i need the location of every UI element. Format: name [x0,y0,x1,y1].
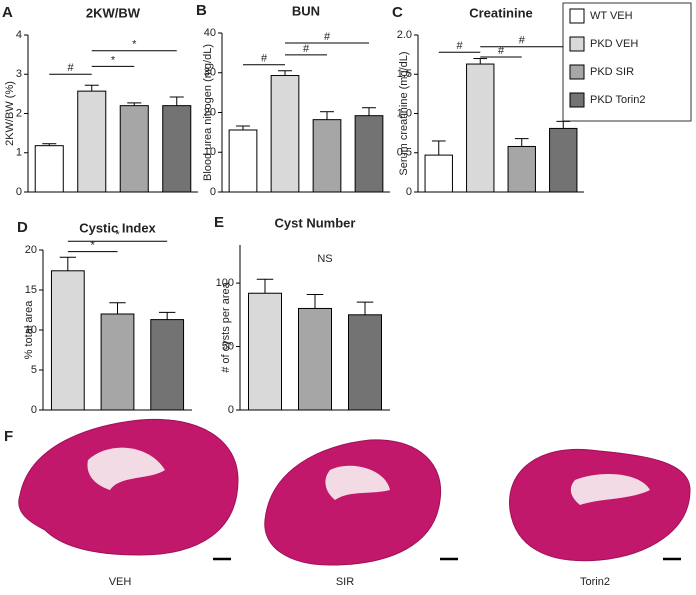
legend-swatch [569,64,585,80]
panel-letter: E [214,214,224,231]
bar [298,307,332,411]
bar [348,314,382,411]
y-tick-label: 4 [16,29,22,41]
chart-title: BUN [292,3,320,18]
bar [50,270,85,411]
bar [424,154,453,193]
significance-label: * [132,39,137,51]
bar [312,119,342,193]
y-tick-label: 1.5 [397,68,412,80]
kidney-torin2 [509,448,691,562]
kidney-hilum [325,465,390,500]
y-tick-label: 2 [16,107,22,119]
kidney-hilum [87,447,165,490]
y-tick-label: 0 [31,404,37,416]
bar [507,145,536,193]
y-tick-label: 1 [16,147,22,159]
y-tick-label: 10 [25,324,37,336]
bar [34,145,64,193]
significance-label: # [498,45,505,57]
significance-label: # [261,53,268,65]
significance-label: # [456,40,463,52]
bar [228,129,258,193]
bar [248,292,282,411]
panel-letter: D [17,219,28,236]
kidney-images [18,418,691,566]
chart-title: Cyst Number [275,215,356,230]
kidney-veh [18,418,239,556]
legend-swatch [569,8,585,24]
panel-letter: A [2,4,13,21]
y-tick-label: 3 [16,68,22,80]
bar [466,63,495,193]
y-tick-label: 50 [222,340,234,352]
y-axis-label: Serum creatinine (mg/dL) [398,51,410,175]
bar [270,75,300,193]
legend-swatch [569,36,585,52]
y-tick-label: 30 [204,67,216,79]
panel-letter: B [196,2,207,19]
y-axis-label: Blood urea nitrogen (mg/dL) [202,44,214,181]
y-axis-label: 2KW/BW (%) [4,81,16,146]
significance-label: # [519,35,526,47]
image-label: VEH [109,576,132,588]
chart-title: Cystic Index [79,220,156,235]
legend-label: PKD Torin2 [590,94,645,106]
legend-label: PKD VEH [590,38,638,50]
significance-label: * [111,54,116,66]
significance-label: # [303,43,310,55]
y-axis-label: % total area [23,300,35,360]
y-tick-label: 20 [204,106,216,118]
bar [549,127,578,193]
chart-title: Creatinine [469,5,533,20]
significance-label: * [115,229,120,241]
image-label: Torin2 [580,576,610,588]
y-tick-label: 40 [204,27,216,39]
y-tick-label: 0.5 [397,147,412,159]
y-tick-label: 10 [204,146,216,158]
legend-label: WT VEH [590,10,633,22]
y-tick-label: 0 [16,186,22,198]
bar [150,319,185,411]
bar [100,313,135,411]
significance-label: # [324,31,331,43]
kidney-sir [264,439,442,566]
y-tick-label: 5 [31,364,37,376]
legend-swatch [569,92,585,108]
y-tick-label: 0 [228,404,234,416]
bar [119,105,149,193]
y-tick-label: 20 [25,244,37,256]
y-tick-label: 15 [25,284,37,296]
chart-title: 2KW/BW [86,5,141,20]
y-tick-label: 1.0 [397,107,412,119]
annotation: NS [317,253,332,265]
image-label: SIR [336,576,354,588]
bar [162,105,192,193]
legend-label: PKD SIR [590,66,634,78]
y-tick-label: 0 [406,186,412,198]
y-tick-label: 0 [210,186,216,198]
kidney-hilum [570,474,650,505]
y-tick-label: 2.0 [397,29,412,41]
significance-label: * [91,240,96,252]
panel-letter: C [392,4,403,21]
bar [354,115,384,193]
y-axis-label: # of cysts per area [220,281,232,372]
bar [77,90,107,193]
significance-label: # [67,62,74,74]
panel-letter: F [4,428,13,445]
y-tick-label: 100 [216,277,234,289]
